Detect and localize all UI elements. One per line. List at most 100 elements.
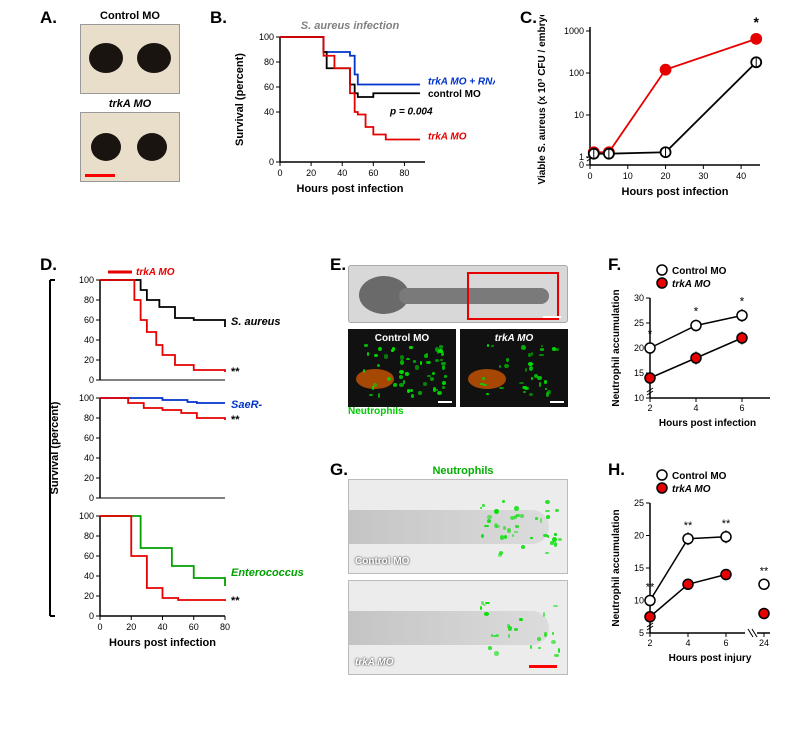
svg-text:Hours post injury: Hours post injury bbox=[669, 653, 752, 664]
svg-text:60: 60 bbox=[84, 433, 94, 443]
svg-text:30: 30 bbox=[698, 171, 708, 181]
svg-text:*: * bbox=[648, 327, 653, 341]
svg-text:80: 80 bbox=[399, 168, 409, 178]
svg-text:trkA MO: trkA MO bbox=[672, 279, 711, 290]
svg-text:20: 20 bbox=[306, 168, 316, 178]
svg-text:100: 100 bbox=[259, 32, 274, 42]
svg-text:20: 20 bbox=[84, 473, 94, 483]
svg-text:**: ** bbox=[684, 520, 693, 532]
svg-text:**: ** bbox=[231, 366, 240, 378]
svg-text:60: 60 bbox=[189, 622, 199, 632]
scale-bar bbox=[85, 174, 115, 177]
svg-text:5: 5 bbox=[639, 628, 644, 638]
svg-text:Hours post infection: Hours post infection bbox=[622, 186, 729, 198]
tailfin-trka: trkA MO bbox=[348, 580, 568, 675]
svg-text:0: 0 bbox=[97, 622, 102, 632]
svg-text:Enterococcus: Enterococcus bbox=[231, 567, 304, 579]
svg-text:trkA MO: trkA MO bbox=[428, 132, 467, 143]
svg-text:control MO: control MO bbox=[428, 89, 481, 100]
svg-text:40: 40 bbox=[84, 571, 94, 581]
panel-e-control-label: Control MO bbox=[348, 333, 456, 344]
panel-d-chart: trkA MO 0 20 40 60 80 100 S. aureus ** 0 20 40 60 80 1… bbox=[42, 262, 307, 702]
svg-text:4: 4 bbox=[693, 403, 698, 413]
svg-text:40: 40 bbox=[264, 107, 274, 117]
panel-f-chart: 1015202530246Control MOtrkA MO***Hours p… bbox=[605, 258, 790, 433]
svg-text:**: ** bbox=[646, 582, 655, 594]
panel-g-control-label: Control MO bbox=[355, 556, 409, 567]
svg-text:10: 10 bbox=[634, 393, 644, 403]
svg-text:**: ** bbox=[760, 565, 769, 577]
svg-text:Viable S. aureus (x 10³ CFU /: Viable S. aureus (x 10³ CFU / embryo) bbox=[537, 15, 548, 185]
svg-text:15: 15 bbox=[634, 368, 644, 378]
svg-text:80: 80 bbox=[264, 57, 274, 67]
svg-text:100: 100 bbox=[79, 275, 94, 285]
svg-text:40: 40 bbox=[84, 453, 94, 463]
svg-text:100: 100 bbox=[569, 68, 584, 78]
svg-text:80: 80 bbox=[220, 622, 230, 632]
svg-text:0: 0 bbox=[587, 171, 592, 181]
svg-text:Survival (percent): Survival (percent) bbox=[234, 53, 246, 146]
svg-text:20: 20 bbox=[634, 531, 644, 541]
svg-text:0: 0 bbox=[89, 493, 94, 503]
svg-text:25: 25 bbox=[634, 498, 644, 508]
panel-e-images: Control MO trkA MO Neutrophils bbox=[348, 265, 578, 417]
svg-text:*: * bbox=[753, 15, 759, 30]
panel-g-trka-label: trkA MO bbox=[355, 657, 394, 668]
panel-e-label: E. bbox=[330, 255, 346, 275]
svg-text:Hours post infection: Hours post infection bbox=[109, 637, 216, 649]
svg-text:Hours post infection: Hours post infection bbox=[297, 183, 404, 195]
svg-text:20: 20 bbox=[661, 171, 671, 181]
svg-text:trkA MO: trkA MO bbox=[672, 484, 711, 495]
panel-a-label: A. bbox=[40, 8, 57, 28]
svg-text:2: 2 bbox=[647, 403, 652, 413]
svg-text:80: 80 bbox=[84, 413, 94, 423]
svg-text:p = 0.004: p = 0.004 bbox=[389, 107, 433, 118]
svg-text:1000: 1000 bbox=[564, 26, 584, 36]
svg-text:60: 60 bbox=[264, 82, 274, 92]
svg-text:60: 60 bbox=[368, 168, 378, 178]
panel-c-chart: 01101001000010203040*Hours post infectio… bbox=[530, 15, 785, 200]
svg-text:0: 0 bbox=[277, 168, 282, 178]
svg-text:6: 6 bbox=[739, 403, 744, 413]
svg-text:0: 0 bbox=[89, 375, 94, 385]
embryo-image-control bbox=[80, 24, 180, 94]
svg-text:S. aureus infection: S. aureus infection bbox=[301, 20, 400, 32]
panel-a-bottom-label: trkA MO bbox=[75, 98, 185, 110]
panel-a: Control MO trkA MO bbox=[75, 10, 185, 184]
svg-text:25: 25 bbox=[634, 318, 644, 328]
embryo-image-trka bbox=[80, 112, 180, 182]
scale-bar bbox=[529, 665, 557, 668]
svg-text:6: 6 bbox=[723, 638, 728, 648]
svg-text:Control MO: Control MO bbox=[672, 266, 727, 277]
panel-a-top-label: Control MO bbox=[75, 10, 185, 22]
svg-text:100: 100 bbox=[79, 393, 94, 403]
svg-text:0: 0 bbox=[89, 611, 94, 621]
embryo-whole bbox=[348, 265, 568, 323]
panel-e-trka-label: trkA MO bbox=[460, 333, 568, 344]
svg-text:10: 10 bbox=[574, 110, 584, 120]
svg-text:80: 80 bbox=[84, 531, 94, 541]
svg-text:trkA MO: trkA MO bbox=[136, 267, 175, 278]
svg-text:0: 0 bbox=[269, 157, 274, 167]
svg-text:4: 4 bbox=[685, 638, 690, 648]
svg-text:60: 60 bbox=[84, 315, 94, 325]
svg-text:1: 1 bbox=[579, 152, 584, 162]
svg-text:20: 20 bbox=[126, 622, 136, 632]
svg-text:20: 20 bbox=[84, 355, 94, 365]
svg-text:SaeR-: SaeR- bbox=[231, 399, 263, 411]
svg-text:15: 15 bbox=[634, 563, 644, 573]
svg-text:24: 24 bbox=[759, 638, 769, 648]
svg-text:80: 80 bbox=[84, 295, 94, 305]
svg-text:Control MO: Control MO bbox=[672, 471, 727, 482]
svg-text:40: 40 bbox=[84, 335, 94, 345]
tailfin-control: Control MO bbox=[348, 479, 568, 574]
svg-text:10: 10 bbox=[623, 171, 633, 181]
svg-text:40: 40 bbox=[337, 168, 347, 178]
svg-text:trkA MO + RNA: trkA MO + RNA bbox=[428, 77, 495, 88]
svg-text:S. aureus: S. aureus bbox=[231, 316, 281, 328]
svg-text:30: 30 bbox=[634, 293, 644, 303]
svg-text:20: 20 bbox=[84, 591, 94, 601]
panel-g-images: Neutrophils Control MO trkA MO bbox=[348, 465, 578, 675]
svg-text:40: 40 bbox=[157, 622, 167, 632]
panel-g-label: G. bbox=[330, 460, 348, 480]
